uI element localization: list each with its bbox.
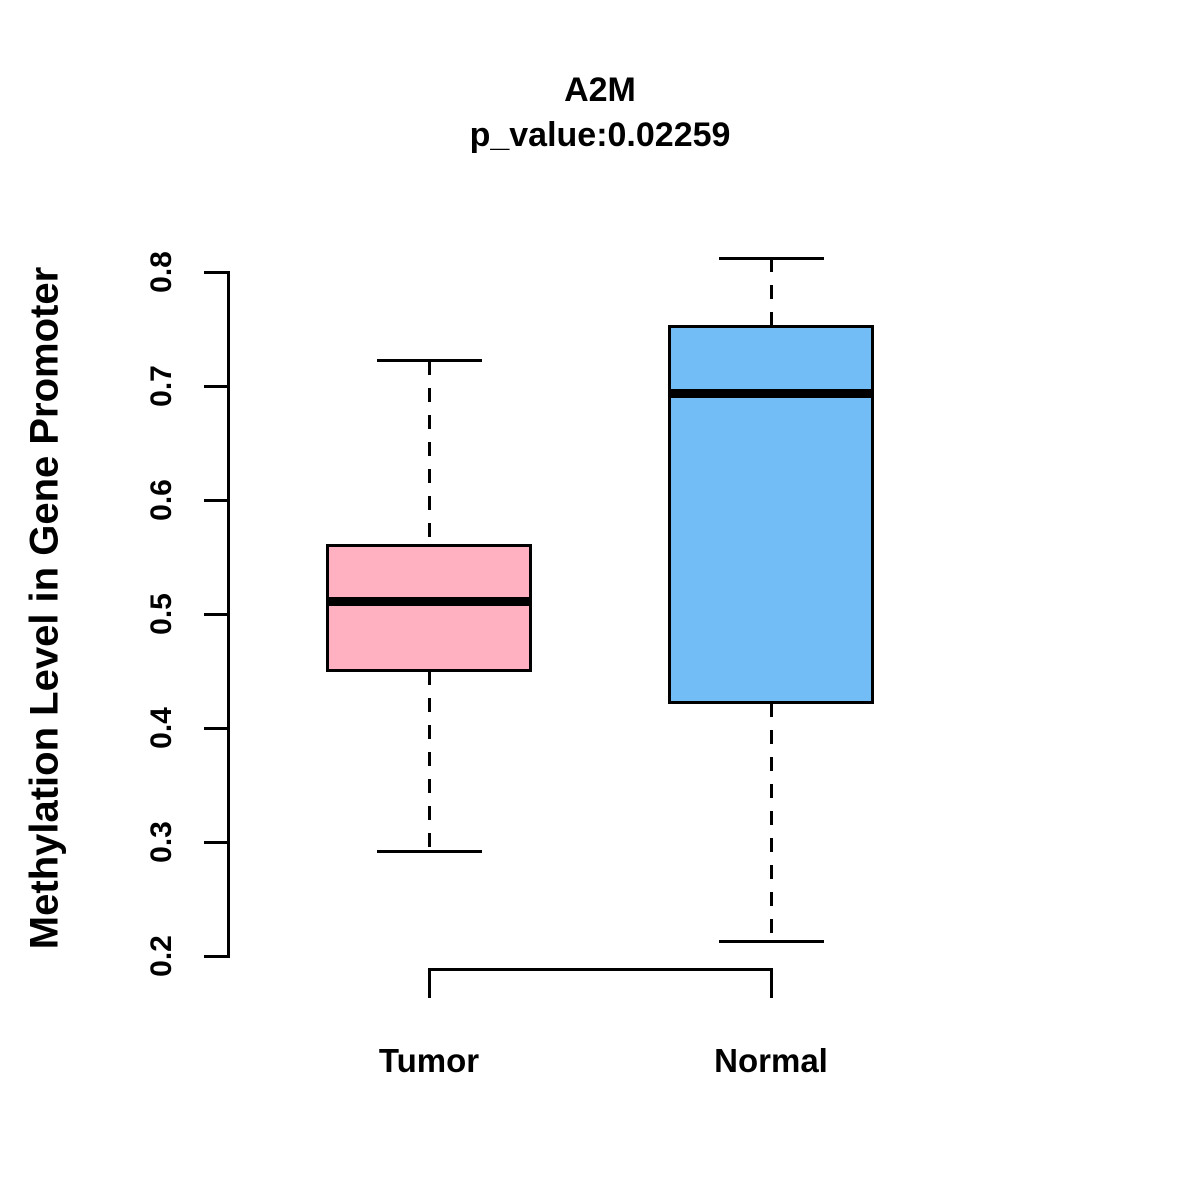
y-tick-label: 0.4 xyxy=(145,707,178,749)
median-line-tumor xyxy=(326,596,532,606)
y-axis-line xyxy=(227,270,230,958)
y-axis-tick xyxy=(203,954,229,958)
whisker-lower-line-tumor xyxy=(427,671,431,852)
whisker-lower-line-normal xyxy=(769,702,773,942)
y-axis-tick xyxy=(203,726,229,730)
chart-subtitle: p_value:0.02259 xyxy=(469,116,731,154)
box-normal xyxy=(668,325,874,705)
y-axis-tick xyxy=(203,498,229,502)
y-tick-label: 0.8 xyxy=(145,251,178,293)
median-line-normal xyxy=(668,389,874,399)
box-tumor xyxy=(326,544,532,673)
category-label-normal: Normal xyxy=(714,1042,828,1079)
whisker-lower-cap-normal xyxy=(718,939,824,943)
y-axis-tick xyxy=(203,384,229,388)
whisker-upper-cap-tumor xyxy=(376,359,482,363)
whisker-upper-cap-normal xyxy=(718,256,824,260)
y-axis-tick xyxy=(203,612,229,616)
y-tick-label: 0.2 xyxy=(145,935,178,977)
x-axis-bracket xyxy=(427,967,773,971)
y-axis-tick xyxy=(203,270,229,274)
y-axis-tick xyxy=(203,840,229,844)
whisker-upper-line-normal xyxy=(769,258,773,327)
whisker-lower-cap-tumor xyxy=(376,849,482,853)
y-tick-label: 0.3 xyxy=(145,821,178,863)
x-axis-bracket-end xyxy=(427,967,431,998)
y-tick-label: 0.7 xyxy=(145,365,178,407)
x-axis-bracket-end xyxy=(769,967,773,998)
whisker-upper-line-tumor xyxy=(427,360,431,546)
y-tick-label: 0.5 xyxy=(145,593,178,635)
category-label-tumor: Tumor xyxy=(378,1042,480,1079)
chart-title: A2M xyxy=(564,71,636,109)
y-tick-label: 0.6 xyxy=(145,479,178,521)
